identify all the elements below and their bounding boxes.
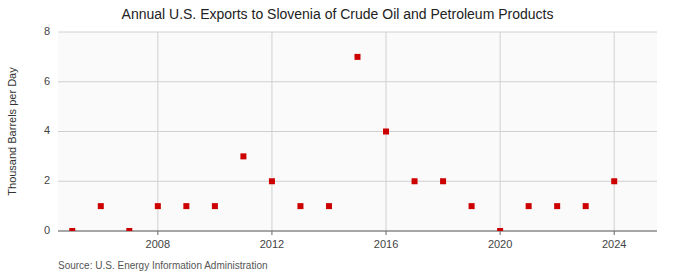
y-tick-label: 6 [44,75,50,87]
point [212,203,218,209]
point [383,129,389,135]
x-tick-mark [614,231,615,235]
chart-title: Annual U.S. Exports to Slovenia of Crude… [122,6,554,22]
axes: 0 2 4 6 8 2008 2012 2016 2020 2024 [44,25,657,250]
point [297,203,303,209]
point [554,203,560,209]
point [583,203,589,209]
x-grid-line [614,32,615,231]
point [526,203,532,209]
x-tick-mark [500,231,501,235]
point [497,228,503,231]
point [155,203,161,209]
x-tick-label: 2020 [488,238,512,250]
y-tick-label: 4 [44,124,50,136]
y-tick-label: 2 [44,174,50,186]
chart-svg: 0 2 4 6 8 2008 2012 2016 2020 2024 Annual U.S. Exp… [0,0,675,275]
point [98,203,104,209]
x-tick-label: 2016 [374,238,398,250]
x-axis-line [58,231,657,232]
point [355,54,361,60]
y-tick-label: 8 [44,25,50,37]
points [69,54,617,231]
grid [58,32,657,231]
x-tick-label: 2008 [146,238,170,250]
point [469,203,475,209]
chart-container: 0 2 4 6 8 2008 2012 2016 2020 2024 Annual U.S. Exp… [0,0,675,275]
point [326,203,332,209]
x-grid-line [157,32,158,231]
x-tick-mark [386,231,387,235]
y-tick-label: 0 [44,224,50,236]
y-grid-line [58,231,657,232]
point [611,178,617,184]
x-tick-mark [157,231,158,235]
point [126,228,132,231]
x-grid-line [500,32,501,231]
x-tick-mark [271,231,272,235]
x-grid-line [271,32,272,231]
source-note: Source: U.S. Energy Information Administ… [58,260,268,271]
x-tick-label: 2024 [602,238,626,250]
y-grid-line [58,131,657,132]
x-tick-label: 2012 [260,238,284,250]
point [412,178,418,184]
y-grid-line [58,181,657,182]
point [240,153,246,159]
plot-background [58,32,657,231]
point [440,178,446,184]
y-grid-line [58,81,657,82]
point [269,178,275,184]
point [183,203,189,209]
y-grid-line [58,32,657,33]
point [69,228,75,231]
y-axis-label: Thousand Barrels per Day [6,67,18,196]
